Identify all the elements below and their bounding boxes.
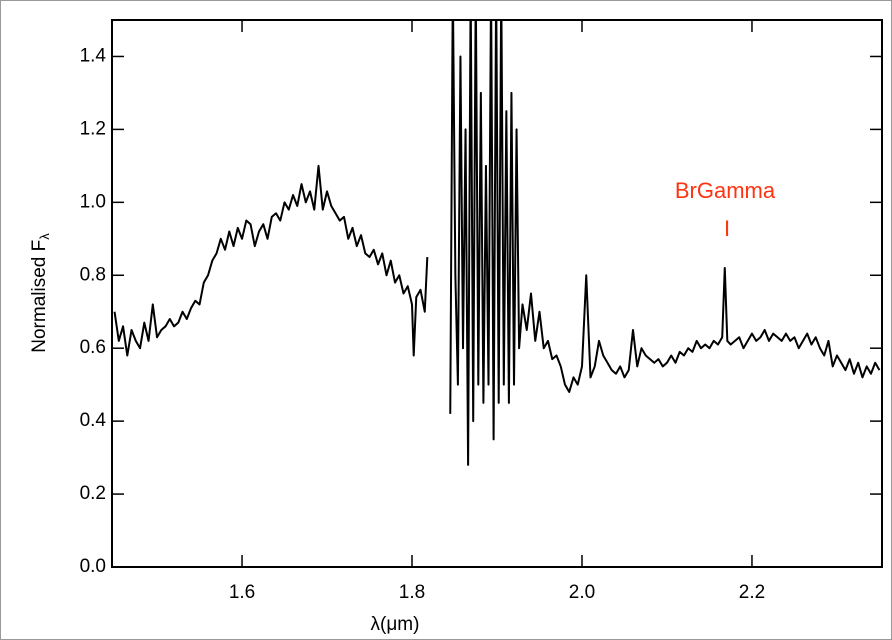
y-tick-label: 1.0	[80, 191, 106, 212]
x-tick-label: 1.8	[399, 582, 425, 603]
y-tick-label: 0.0	[80, 556, 106, 577]
annotation: BrGamma	[675, 178, 776, 203]
x-tick-label: 2.2	[739, 582, 765, 603]
annotation-marker: I	[724, 216, 730, 241]
x-tick-label: 1.6	[229, 582, 255, 603]
y-axis-label: Normalised Fλ	[29, 233, 52, 353]
y-label-subscript: λ	[37, 233, 52, 240]
y-tick-label: 0.6	[80, 337, 106, 358]
y-tick-label: 1.4	[80, 45, 107, 66]
y-tick-label: 0.2	[80, 483, 106, 504]
y-tick-label: 1.2	[80, 118, 106, 139]
y-tick-label: 0.4	[80, 410, 107, 431]
y-label-main: Normalised F	[29, 240, 50, 353]
y-tick-label: 0.8	[80, 264, 106, 285]
spectrum-line	[113, 20, 881, 466]
x-tick-label: 2.0	[569, 582, 595, 603]
x-axis-label: λ(μm)	[371, 614, 420, 635]
